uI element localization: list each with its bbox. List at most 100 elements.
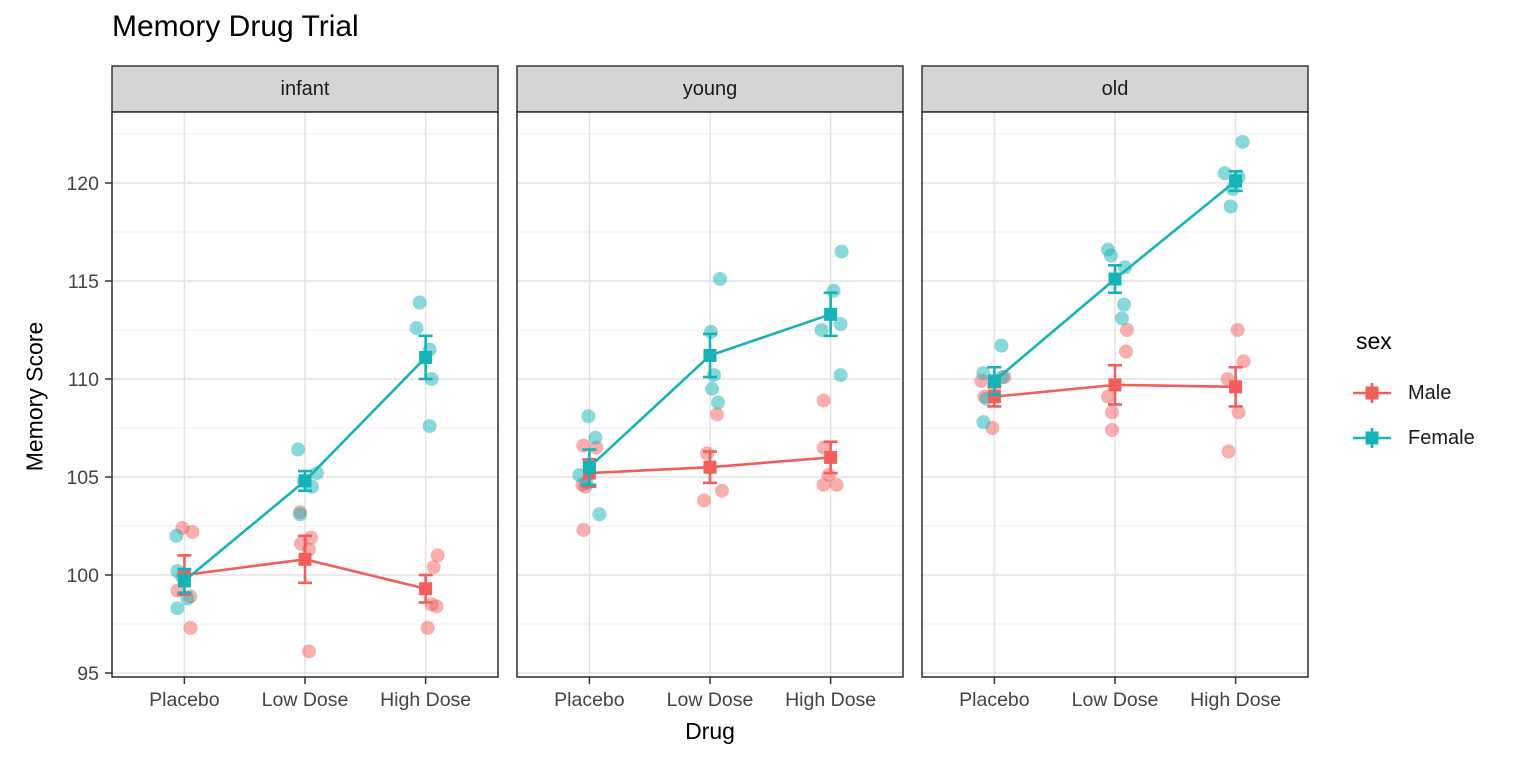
jitter-point-female [412, 295, 427, 310]
legend-label-female: Female [1408, 426, 1475, 449]
facet-strip [516, 65, 904, 113]
mean-point-female [1108, 272, 1122, 286]
jitter-point-female [834, 244, 849, 259]
jitter-point-female [976, 415, 991, 430]
mean-point-female [582, 460, 596, 474]
jitter-point-male [1105, 422, 1119, 437]
x-tick-label: Placebo [959, 689, 1030, 711]
jitter-point-female [588, 430, 603, 445]
y-tick-label: 110 [68, 369, 99, 391]
jitter-point-female [705, 381, 719, 396]
jitter-point-male [183, 620, 198, 635]
legend-label-male: Male [1408, 381, 1452, 404]
jitter-point-female [1115, 311, 1129, 326]
mean-point-female [703, 348, 717, 362]
mean-point-female [824, 307, 838, 321]
x-tick-label: High Dose [1190, 689, 1281, 711]
x-tick-label: Placebo [554, 689, 625, 711]
jitter-point-female [976, 366, 991, 381]
jitter-point-male [1231, 405, 1246, 420]
jitter-point-female [1217, 166, 1232, 181]
jitter-point-female [291, 442, 305, 457]
jitter-point-male [420, 620, 435, 635]
female-pointrange-key-icon [1353, 428, 1391, 448]
facet-strip-label-infant: infant [280, 78, 330, 100]
jitter-point-male [816, 393, 831, 408]
jitter-point-female [1235, 134, 1250, 149]
jitter-point-female [814, 323, 829, 337]
jitter-point-female [833, 368, 848, 383]
x-tick-label: Low Dose [1072, 689, 1159, 711]
jitter-point-female [826, 283, 841, 298]
legend: sex Male Female [1352, 328, 1536, 467]
jitter-point-female [581, 409, 596, 424]
jitter-point-female [293, 507, 307, 522]
jitter-point-female [592, 507, 607, 522]
jitter-point-female [1117, 297, 1131, 312]
jitter-point-male [829, 477, 844, 492]
mean-point-male [419, 582, 433, 596]
y-axis-title: Memory Score [21, 321, 48, 472]
facet-strip [921, 65, 1309, 113]
jitter-point-female [713, 272, 727, 287]
y-tick-label: 115 [68, 271, 99, 293]
facet-strip-label-young: young [682, 78, 738, 100]
jitter-point-female [422, 419, 437, 434]
jitter-point-male [816, 477, 831, 492]
jitter-point-male [429, 599, 444, 614]
legend-title: sex [1356, 328, 1392, 354]
jitter-point-male [715, 483, 729, 498]
jitter-point-male [1101, 389, 1115, 404]
legend-entry-male: Male [1352, 377, 1536, 409]
jitter-point-female [704, 324, 718, 339]
jitter-point-female [310, 466, 324, 481]
mean-point-male [298, 552, 312, 566]
jitter-point-male [1230, 323, 1245, 337]
facet-panel-old: Placebo Low Dose High Dose [921, 65, 1309, 711]
mean-point-female [987, 374, 1001, 388]
jitter-point-male [185, 524, 200, 539]
mean-point-male [1229, 380, 1243, 394]
x-tick-label: Low Dose [262, 689, 349, 711]
chart-title: Memory Drug Trial [112, 10, 359, 43]
jitter-point-male [430, 548, 445, 563]
jitter-point-female [170, 601, 185, 616]
jitter-point-male [1119, 344, 1133, 359]
mean-point-female [1229, 174, 1243, 188]
jitter-point-female [994, 338, 1009, 353]
mean-point-male [703, 460, 717, 474]
y-tick-label: 100 [66, 565, 99, 587]
facet-strip [111, 65, 499, 113]
jitter-point-male [1221, 444, 1236, 459]
male-pointrange-key-icon [1353, 383, 1391, 403]
jitter-point-female [1223, 199, 1238, 214]
jitter-point-male [576, 522, 591, 537]
facet-strip-label-old: old [1101, 78, 1129, 100]
facet-panel-young: Placebo Low Dose High Dose [516, 65, 904, 711]
jitter-point-female [169, 528, 184, 543]
x-tick-label: High Dose [380, 689, 471, 711]
x-tick-label: Placebo [149, 689, 220, 711]
jitter-point-male [1236, 354, 1251, 369]
jitter-point-male [302, 644, 316, 659]
jitter-point-male [710, 407, 724, 422]
jitter-point-female [1118, 260, 1132, 275]
facet-panel-infant: Placebo Low Dose High Dose [111, 65, 499, 711]
jitter-point-male [700, 446, 714, 461]
y-tick-label: 105 [66, 467, 99, 489]
y-tick-label: 120 [66, 173, 99, 195]
mean-point-female [298, 474, 312, 488]
jitter-point-female [711, 395, 725, 410]
legend-entry-female: Female [1352, 422, 1536, 454]
jitter-point-male [1120, 323, 1134, 337]
mean-point-female [177, 574, 191, 588]
mean-point-male [1108, 378, 1122, 392]
jitter-point-female [409, 321, 424, 336]
x-tick-label: Low Dose [667, 689, 754, 711]
mean-point-male [824, 450, 838, 464]
x-tick-label: High Dose [785, 689, 876, 711]
jitter-point-male [697, 493, 711, 508]
mean-point-female [419, 350, 433, 364]
jitter-point-male [426, 560, 441, 575]
